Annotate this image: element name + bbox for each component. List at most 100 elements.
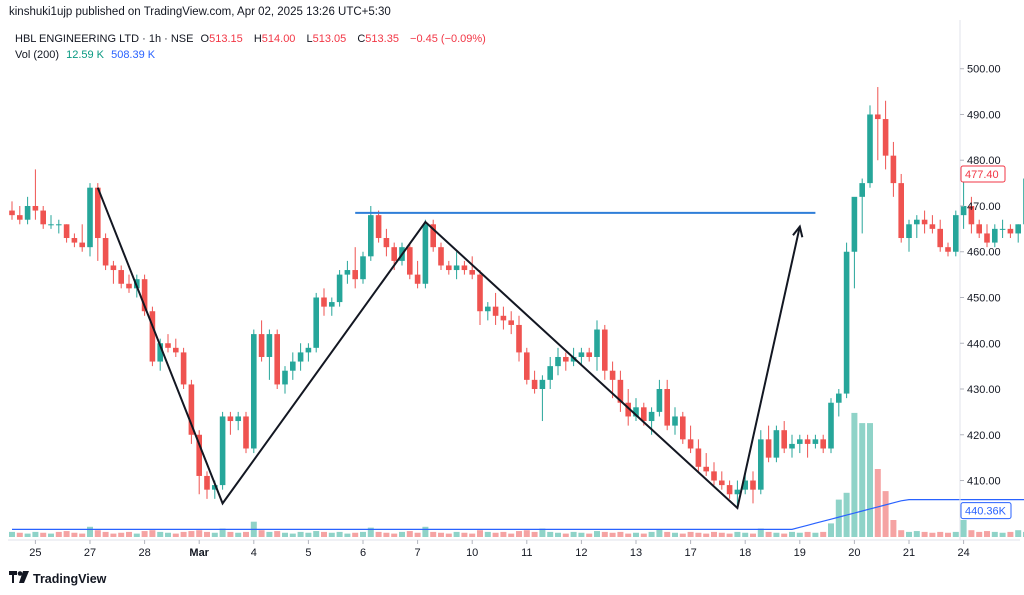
candle-body: [235, 416, 241, 422]
volume-bar: [789, 531, 795, 537]
candle-body: [656, 389, 663, 412]
candle: [204, 471, 210, 499]
symbol-legend: HBL ENGINEERING LTD · 1h · NSE O513.15 H…: [15, 33, 490, 45]
price-axis[interactable]: 410.00 420.00 430.00 440.00 450.00 460.00 470.…: [959, 20, 1012, 540]
candle: [165, 334, 171, 353]
candle: [173, 338, 179, 357]
volume-bar: [48, 533, 54, 537]
candle-body: [906, 224, 912, 239]
candle: [750, 471, 756, 504]
candle: [828, 398, 834, 454]
volume-bar: [734, 531, 741, 537]
candle: [781, 421, 787, 454]
candle-body: [126, 283, 132, 289]
volume-bar: [991, 531, 998, 537]
volume-bar: [765, 531, 772, 537]
candle: [305, 343, 312, 362]
candle: [352, 247, 358, 289]
volume-bar: [219, 528, 226, 537]
price-tick-label: 480.00: [967, 155, 1001, 167]
candle: [773, 425, 780, 463]
volume-bar: [562, 533, 569, 537]
time-axis[interactable]: 25 27 28 Mar 4 5 6 7 10 11 12 13 17 18 19 20 21 24: [8, 539, 1020, 559]
volume-bar: [679, 533, 686, 537]
candle-body: [297, 352, 304, 362]
time-tick-label: 19: [794, 547, 806, 559]
price-tick-label: 450.00: [967, 293, 1001, 305]
volume-bar: [484, 531, 491, 537]
volume-ma-line: [12, 499, 1024, 530]
candle-body: [461, 265, 468, 271]
candle-body: [890, 155, 897, 184]
volume-ma-value: 508.39 K: [111, 49, 156, 61]
candle-body: [812, 439, 819, 444]
candle-body: [375, 215, 382, 239]
candle-body: [1007, 228, 1014, 234]
volume-bar: [16, 532, 23, 537]
candle: [227, 411, 234, 435]
candle: [999, 219, 1006, 239]
low-label: L: [306, 33, 313, 45]
volume-bar: [609, 532, 616, 537]
candle-body: [726, 485, 733, 495]
candle-body: [992, 228, 998, 243]
candle-body: [804, 439, 811, 444]
candle-body: [531, 379, 538, 390]
candle: [563, 352, 569, 371]
candle: [258, 320, 265, 362]
candle: [898, 173, 904, 243]
volume-bar: [196, 530, 203, 537]
candle-body: [602, 329, 608, 371]
candle: [882, 100, 889, 170]
candle-body: [24, 205, 31, 220]
volume-bar: [1015, 530, 1022, 537]
candle-body: [414, 274, 421, 284]
time-tick-label: 13: [630, 547, 642, 559]
volume-bar: [149, 530, 156, 537]
volume-label[interactable]: Vol (200): [15, 49, 60, 61]
volume-bar: [172, 533, 179, 537]
volume-bar: [828, 523, 834, 537]
symbol-title[interactable]: HBL ENGINEERING LTD · 1h · NSE: [15, 33, 194, 45]
candle-body: [219, 416, 226, 486]
candle-body: [188, 384, 195, 435]
candle: [758, 430, 764, 495]
candle: [680, 411, 686, 444]
candle: [251, 329, 257, 454]
candle-body: [352, 270, 358, 280]
candle: [719, 471, 725, 490]
candle-body: [251, 334, 257, 449]
volume-bar: [282, 532, 288, 537]
volume-bar: [835, 499, 842, 537]
candle-body: [118, 270, 124, 284]
candle-body: [290, 361, 296, 371]
tradingview-footer[interactable]: TradingView: [9, 571, 106, 586]
candle-body: [882, 119, 889, 156]
candle: [945, 242, 951, 257]
volume-bar: [367, 527, 374, 537]
candle-body: [391, 247, 397, 261]
candle-body: [204, 475, 210, 490]
volume-bar: [757, 528, 764, 537]
candle: [1015, 224, 1021, 243]
time-tick-label: 27: [84, 547, 96, 559]
candle-body: [797, 439, 803, 444]
volume-bar: [937, 531, 944, 537]
volume-ma-tag: 440.36K: [960, 502, 1012, 520]
volume-bar: [313, 531, 320, 537]
candle-body: [329, 302, 335, 307]
candle-body: [95, 187, 101, 239]
candle: [609, 361, 616, 399]
volume-bar: [9, 531, 15, 537]
time-tick-label: 24: [957, 547, 969, 559]
candle-body: [859, 183, 865, 197]
candle: [40, 205, 46, 229]
volume-bar: [773, 532, 780, 537]
candle-body: [1015, 224, 1021, 234]
candle-body: [243, 416, 249, 449]
volume-bar: [87, 526, 93, 537]
candle-body: [547, 366, 553, 380]
candle-body: [524, 352, 530, 380]
candle-body: [313, 297, 319, 348]
